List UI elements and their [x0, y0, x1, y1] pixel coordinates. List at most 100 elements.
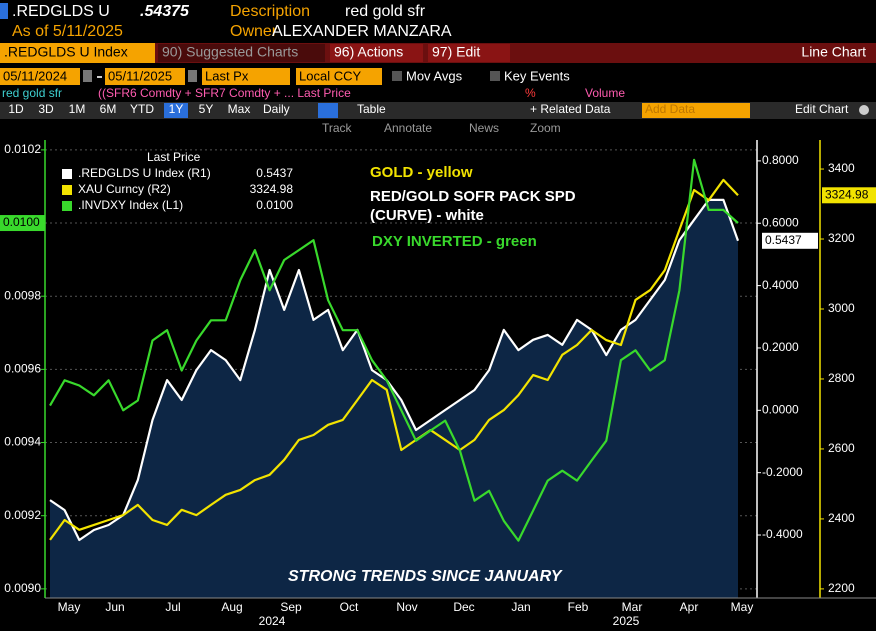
add-data: Add Data — [645, 102, 695, 116]
marker — [0, 3, 8, 19]
last-value-badge — [822, 187, 876, 204]
x-tick-label: Aug — [221, 600, 242, 614]
y-tick-label: 0.2000 — [762, 340, 799, 354]
calendar-icon[interactable] — [188, 70, 197, 82]
y-tick-label: -0.4000 — [762, 527, 803, 541]
x-tick-label: Apr — [680, 600, 699, 614]
period[interactable]: 1Y — [169, 102, 184, 116]
checkbox[interactable] — [490, 71, 500, 81]
chart-type: Line Chart — [801, 44, 866, 60]
as-of: As of 5/11/2025 — [12, 23, 123, 40]
x-tick-label: May — [731, 600, 754, 614]
y-tick-label: 0.0000 — [762, 402, 799, 416]
tool[interactable]: Track — [322, 121, 353, 135]
start-date: 05/11/2024 — [3, 68, 67, 83]
table[interactable]: Table — [357, 102, 386, 116]
x-tick-label: Mar — [622, 600, 643, 614]
price: .54375 — [140, 3, 190, 20]
legend-name: .INVDXY Index (L1) — [78, 198, 183, 212]
period[interactable]: Max — [228, 102, 251, 116]
calendar-icon[interactable] — [83, 70, 92, 82]
description: red gold sfr — [345, 3, 426, 20]
legend-value: 0.0100 — [256, 198, 293, 212]
line — [49, 198, 740, 542]
year-label: 2024 — [259, 614, 286, 628]
last-value-badge — [762, 232, 818, 249]
tool[interactable]: News — [469, 121, 499, 135]
security-field[interactable] — [0, 43, 155, 63]
gear[interactable] — [859, 105, 869, 115]
x-tick-label: Jun — [105, 600, 124, 614]
edit-chart[interactable]: Edit Chart — [795, 102, 849, 116]
tool[interactable]: Zoom — [530, 121, 561, 135]
legend-swatch — [62, 185, 72, 195]
y-tick-label: 2800 — [828, 371, 855, 385]
owner: ALEXANDER MANZARA — [272, 23, 452, 40]
end-date: 05/11/2025 — [108, 68, 172, 83]
field[interactable] — [202, 68, 290, 85]
x-tick-label: Jul — [165, 600, 180, 614]
annotation: (CURVE) - white — [370, 207, 484, 224]
last-value: 0.5437 — [765, 233, 802, 247]
add-data-field[interactable] — [642, 103, 750, 118]
last-value: 0.0100 — [3, 215, 40, 229]
year-label: 2025 — [613, 614, 640, 628]
y-tick-label: 0.0096 — [4, 362, 41, 376]
period[interactable]: 1D — [8, 102, 24, 116]
percent: % — [525, 86, 536, 100]
date-field[interactable] — [0, 68, 80, 85]
y-tick-label: 0.4000 — [762, 278, 799, 292]
checkbox[interactable] — [392, 71, 402, 81]
study-name: red gold sfr — [2, 86, 62, 100]
button[interactable] — [428, 44, 510, 62]
y-tick-label: 3000 — [828, 301, 855, 315]
y-tick-label: -0.2000 — [762, 465, 803, 479]
tool[interactable]: Annotate — [384, 121, 432, 135]
y-tick-label: 0.0098 — [4, 288, 41, 302]
period[interactable]: 5Y — [199, 102, 214, 116]
button[interactable] — [158, 44, 325, 62]
date-field[interactable] — [105, 68, 185, 85]
frequency[interactable]: Daily — [263, 102, 290, 116]
line — [49, 158, 739, 542]
x-tick-label: Sep — [280, 600, 302, 614]
y-tick-label: 2400 — [828, 511, 855, 525]
period[interactable]: YTD — [130, 102, 154, 116]
legend-value: 0.5437 — [256, 166, 293, 180]
line-icon[interactable] — [318, 103, 338, 118]
last-value-badge — [0, 215, 45, 232]
y-tick-label: 0.0094 — [4, 435, 41, 449]
button[interactable] — [330, 44, 423, 62]
currency-field[interactable] — [296, 68, 382, 85]
line — [49, 178, 739, 541]
key-events: Key Events — [504, 68, 570, 83]
x-tick-label: Feb — [568, 600, 589, 614]
period[interactable]: 6M — [100, 102, 117, 116]
last-value: 3324.98 — [825, 187, 869, 201]
period[interactable]: 1M — [69, 102, 86, 116]
legend-name: XAU Curncy (R2) — [78, 182, 171, 196]
y-tick-label: 0.0102 — [4, 142, 41, 156]
dash — [97, 76, 102, 78]
y-tick-label: 0.6000 — [762, 215, 799, 229]
study-formula: ((SFR6 Comdty + SFR7 Comdty + ... Last P… — [98, 86, 351, 100]
x-tick-label: Oct — [340, 600, 359, 614]
security: .REDGLDS U Index — [4, 44, 128, 60]
period[interactable]: 3D — [38, 102, 54, 116]
legend-title: Last Price — [147, 150, 201, 164]
y-tick-label: 3200 — [828, 231, 855, 245]
legend-swatch — [62, 201, 72, 211]
volume: Volume — [585, 86, 625, 100]
legend-swatch — [62, 169, 72, 179]
y-tick-label: 0.0092 — [4, 508, 41, 522]
x-tick-label: May — [58, 600, 81, 614]
edit: 97) Edit — [432, 44, 480, 60]
mov-avgs: Mov Avgs — [406, 68, 463, 83]
description-label: Description — [230, 3, 310, 20]
legend-name: .REDGLDS U Index (R1) — [78, 166, 211, 180]
currency: Local CCY — [299, 68, 361, 83]
related-data[interactable]: + Related Data — [530, 102, 611, 116]
y-tick-label: 0.8000 — [762, 153, 799, 167]
y-tick-label: 0.0090 — [4, 581, 41, 595]
